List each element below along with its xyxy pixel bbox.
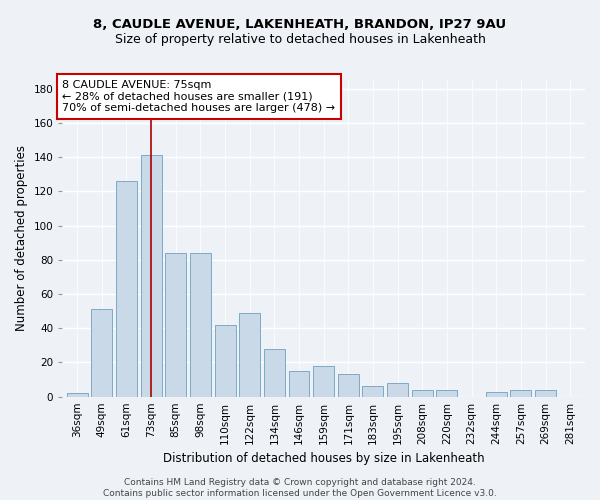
Bar bbox=[436, 390, 457, 396]
Text: 8 CAUDLE AVENUE: 75sqm
← 28% of detached houses are smaller (191)
70% of semi-de: 8 CAUDLE AVENUE: 75sqm ← 28% of detached… bbox=[62, 80, 335, 113]
Bar bbox=[412, 390, 433, 396]
Bar bbox=[289, 371, 310, 396]
Bar bbox=[313, 366, 334, 396]
Bar bbox=[140, 156, 161, 396]
Bar bbox=[535, 390, 556, 396]
Bar bbox=[239, 313, 260, 396]
Bar bbox=[165, 253, 186, 396]
Bar bbox=[486, 392, 507, 396]
Text: 8, CAUDLE AVENUE, LAKENHEATH, BRANDON, IP27 9AU: 8, CAUDLE AVENUE, LAKENHEATH, BRANDON, I… bbox=[94, 18, 506, 30]
Bar bbox=[190, 253, 211, 396]
Y-axis label: Number of detached properties: Number of detached properties bbox=[15, 146, 28, 332]
Text: Contains HM Land Registry data © Crown copyright and database right 2024.
Contai: Contains HM Land Registry data © Crown c… bbox=[103, 478, 497, 498]
Text: Size of property relative to detached houses in Lakenheath: Size of property relative to detached ho… bbox=[115, 32, 485, 46]
Bar bbox=[511, 390, 532, 396]
Bar bbox=[91, 310, 112, 396]
Bar bbox=[215, 325, 236, 396]
Bar bbox=[338, 374, 359, 396]
Bar bbox=[116, 181, 137, 396]
Bar bbox=[362, 386, 383, 396]
Bar bbox=[387, 383, 408, 396]
Bar bbox=[264, 349, 285, 397]
Bar bbox=[67, 394, 88, 396]
X-axis label: Distribution of detached houses by size in Lakenheath: Distribution of detached houses by size … bbox=[163, 452, 484, 465]
